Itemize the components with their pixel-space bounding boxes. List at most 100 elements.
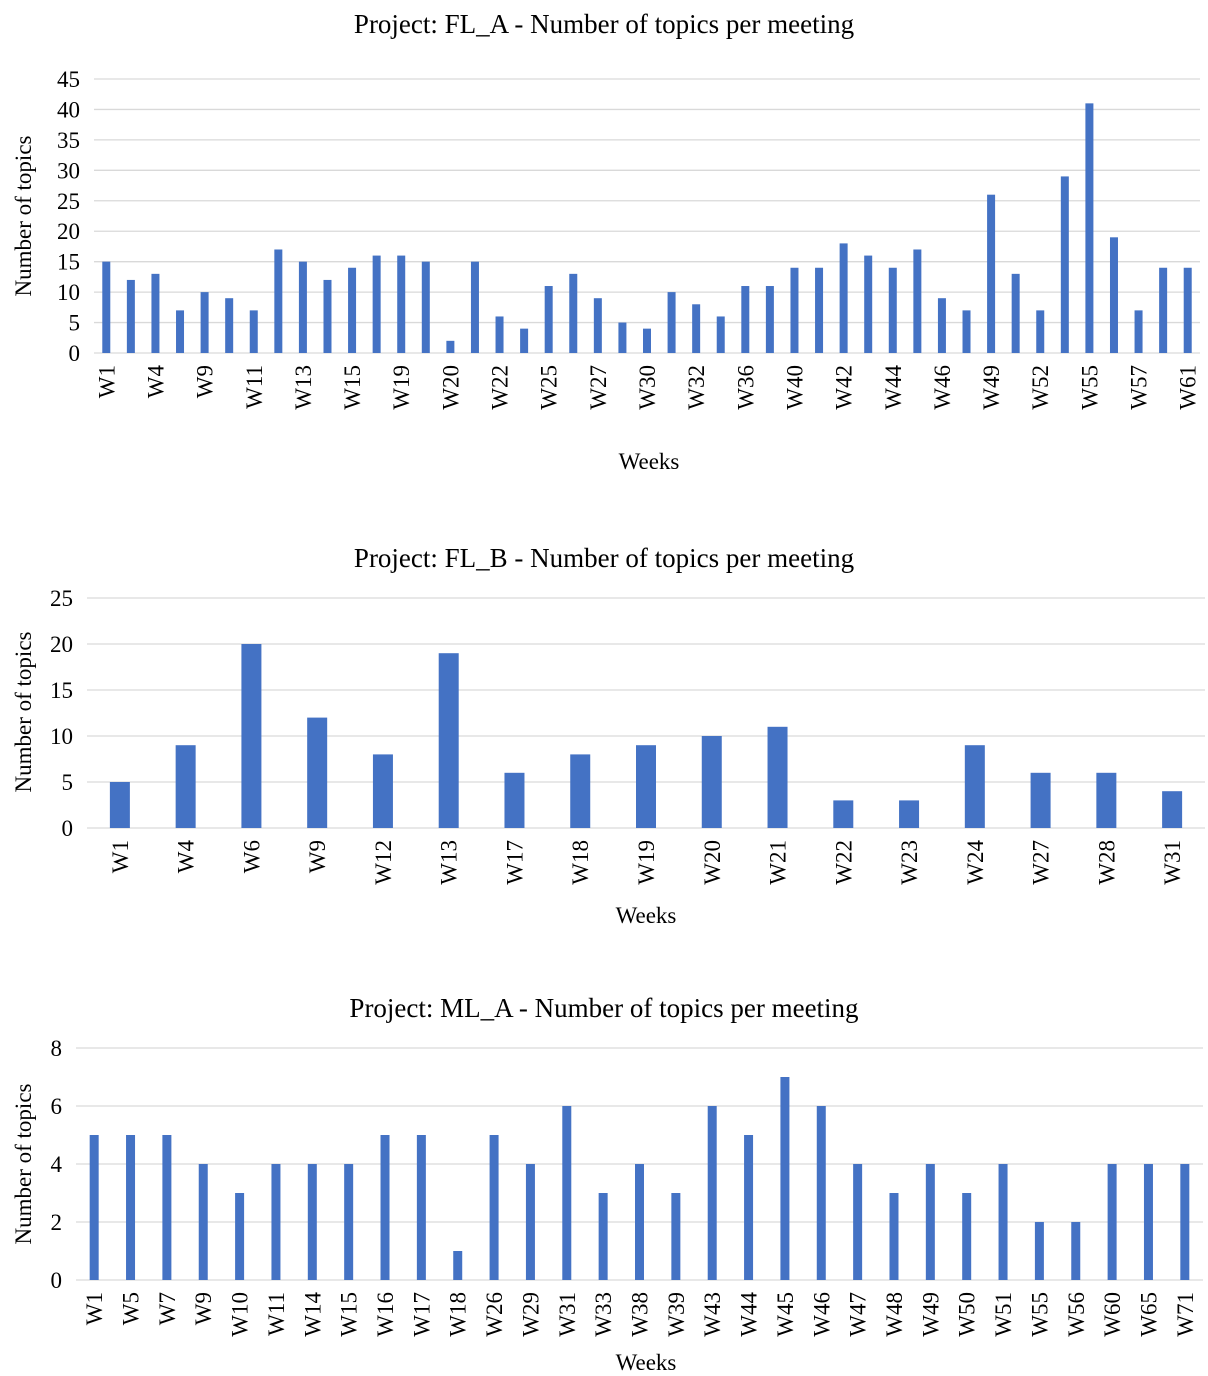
- bar: [271, 1164, 281, 1280]
- bar: [987, 194, 996, 353]
- x-tick-label: W49: [979, 365, 1004, 410]
- bar: [544, 286, 553, 353]
- chart-ml-a: Project: ML_A - Number of topics per mee…: [11, 993, 1203, 1375]
- y-tick-label: 30: [57, 158, 80, 183]
- bar: [446, 340, 455, 353]
- x-tick-label: W32: [684, 365, 709, 410]
- bar: [102, 261, 111, 353]
- bar: [692, 304, 701, 353]
- bar: [200, 292, 209, 353]
- gridlines: [87, 597, 1205, 829]
- y-tick-label: 4: [51, 1152, 63, 1177]
- bar: [344, 1164, 354, 1280]
- bars: [109, 644, 1183, 828]
- bar: [1030, 772, 1051, 828]
- x-tick-label: W30: [635, 365, 660, 410]
- x-tick-label: W13: [437, 840, 462, 885]
- y-axis-label: Number of topics: [11, 631, 36, 792]
- bar: [397, 255, 406, 353]
- bar: [249, 310, 258, 353]
- bar: [453, 1251, 463, 1280]
- bar: [380, 1135, 390, 1280]
- x-axis-label: Weeks: [616, 903, 677, 928]
- bar: [520, 328, 529, 353]
- x-tick-label: W46: [930, 365, 955, 410]
- bar: [372, 255, 381, 353]
- bar: [1060, 176, 1069, 353]
- x-tick-label: W18: [568, 840, 593, 885]
- bar: [636, 745, 656, 828]
- y-tick-label: 15: [50, 678, 73, 703]
- bar: [598, 1193, 608, 1280]
- x-tick-label: W5: [119, 1292, 144, 1325]
- x-tick-label: W47: [846, 1292, 871, 1337]
- bar: [1180, 1164, 1190, 1280]
- x-tick-label: W15: [337, 1292, 362, 1337]
- y-axis-label: Number of topics: [11, 135, 36, 296]
- bar: [495, 316, 504, 353]
- y-tick-label: 10: [57, 280, 80, 305]
- bar: [126, 279, 135, 353]
- x-tick-label: W17: [502, 840, 527, 885]
- x-tick-label: W39: [664, 1292, 689, 1337]
- bar: [899, 800, 920, 828]
- bar: [962, 1193, 972, 1280]
- bar: [1143, 1164, 1153, 1280]
- x-tick-label: W20: [438, 365, 463, 410]
- bar: [937, 298, 946, 353]
- chart-fl-b: Project: FL_B - Number of topics per mee…: [11, 543, 1205, 928]
- y-tick-labels: 0 5 10 15 20 25 30 35 40 45: [57, 67, 80, 366]
- x-tick-label: W6: [239, 840, 264, 873]
- x-tick-label: W13: [291, 365, 316, 410]
- y-tick-labels: 0 5 10 15 20 25: [50, 586, 73, 841]
- bar: [643, 328, 651, 353]
- bar: [765, 286, 774, 353]
- y-tick-label: 5: [69, 311, 81, 336]
- y-tick-label: 10: [50, 724, 73, 749]
- y-tick-label: 6: [51, 1094, 63, 1119]
- y-tick-labels: 0 2 4 6 8: [51, 1036, 63, 1293]
- x-tick-label: W44: [737, 1292, 762, 1337]
- bar: [864, 255, 873, 353]
- bar: [853, 1164, 863, 1280]
- x-tick-label: W19: [634, 840, 659, 885]
- x-tick-label: W20: [700, 840, 725, 885]
- x-tick-label: W11: [264, 1292, 289, 1336]
- x-tick-label: W52: [1028, 365, 1053, 410]
- x-tick-label: W31: [1160, 840, 1185, 885]
- bar: [888, 267, 897, 353]
- x-tick-label: W55: [1027, 1292, 1052, 1337]
- bar: [470, 261, 479, 353]
- x-tick-label: W1: [82, 1292, 107, 1325]
- bar: [1036, 310, 1045, 353]
- y-tick-label: 40: [57, 97, 80, 122]
- bar: [1134, 310, 1143, 353]
- x-tick-label: W49: [918, 1292, 943, 1337]
- bar: [235, 1193, 245, 1280]
- x-tick-label: W51: [991, 1292, 1016, 1337]
- y-tick-label: 0: [69, 341, 81, 366]
- bar: [635, 1164, 644, 1280]
- y-tick-label: 20: [50, 632, 73, 657]
- bar: [126, 1135, 136, 1280]
- x-tick-label: W22: [831, 840, 856, 885]
- x-axis-label: Weeks: [619, 449, 680, 474]
- bar: [89, 1135, 99, 1280]
- bar: [198, 1164, 208, 1280]
- x-axis-label: Weeks: [616, 1350, 677, 1375]
- bar: [225, 298, 234, 353]
- x-tick-label: W18: [446, 1292, 471, 1337]
- bar: [241, 644, 262, 828]
- bar: [1109, 237, 1118, 353]
- bar: [307, 1164, 317, 1280]
- bar: [162, 1135, 172, 1280]
- x-tick-label: W65: [1136, 1292, 1161, 1337]
- x-tick-label: W42: [832, 365, 857, 410]
- bar: [833, 800, 854, 828]
- y-tick-label: 8: [51, 1036, 63, 1061]
- bars: [89, 1077, 1190, 1280]
- x-tick-label: W29: [518, 1292, 543, 1337]
- bar: [176, 310, 185, 353]
- bar: [964, 745, 985, 828]
